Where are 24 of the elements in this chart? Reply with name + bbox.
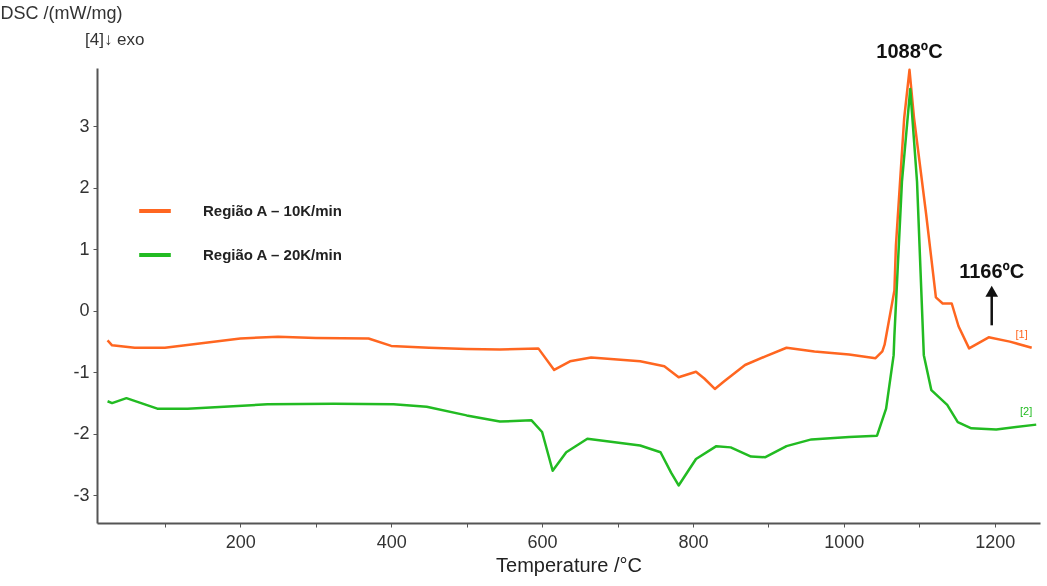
legend-label: Região A – 10K/min bbox=[203, 202, 342, 219]
x-axis-title: Temperature /°C bbox=[496, 553, 642, 576]
y-tick-label: -2 bbox=[73, 423, 90, 444]
y-tick-label: 3 bbox=[79, 115, 90, 136]
y-tick-label: -1 bbox=[73, 361, 90, 382]
y-tick-label: 1 bbox=[79, 238, 90, 259]
annotation: 1166ºC bbox=[959, 260, 1025, 283]
y-axis-title: DSC /(mW/mg) bbox=[0, 2, 123, 23]
line-series bbox=[106, 87, 1038, 487]
y-tick-label: -3 bbox=[73, 484, 90, 505]
y-tick-label: 0 bbox=[79, 300, 90, 321]
annotation: 1088ºC bbox=[876, 39, 943, 62]
x-tick-label: 1000 bbox=[824, 531, 865, 552]
text: [4]↓ exo bbox=[85, 30, 145, 49]
x-tick-label: 400 bbox=[376, 531, 407, 552]
legend-label: Região A – 20K/min bbox=[203, 246, 342, 263]
y-tick-label: 2 bbox=[79, 177, 90, 198]
line-series bbox=[106, 68, 1033, 391]
x-tick-label: 800 bbox=[678, 531, 709, 552]
x-tick-label: 1200 bbox=[975, 531, 1016, 552]
x-tick-label: 200 bbox=[225, 531, 256, 552]
annotation: [1] bbox=[1015, 327, 1028, 340]
annotation: [2] bbox=[1019, 404, 1033, 417]
x-tick-label: 600 bbox=[527, 531, 558, 552]
